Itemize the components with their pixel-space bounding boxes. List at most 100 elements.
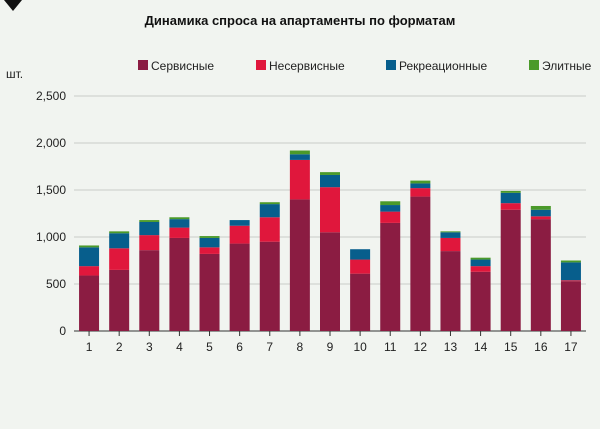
x-tick-label: 12: [414, 340, 428, 354]
bar-segment-Несервисные: [440, 237, 461, 252]
chart-bars: [79, 150, 581, 331]
bar-segment-Рекреационные: [500, 192, 521, 204]
bar-segment-Сервисные: [289, 199, 310, 331]
bar-segment-Элитные: [79, 245, 100, 248]
y-axis-ticks: 0 500 1,000 1,500 2,000 2,500: [36, 89, 66, 338]
bar-segment-Несервисные: [79, 266, 100, 276]
bar-segment-Сервисные: [169, 237, 190, 331]
bar-segment-Рекреационные: [199, 237, 220, 248]
legend-swatch: [256, 60, 266, 70]
x-tick-label: 14: [474, 340, 488, 354]
x-tick-label: 6: [236, 340, 243, 354]
bar-segment-Рекреационные: [470, 259, 491, 267]
bar-segment-Элитные: [560, 260, 581, 263]
bar-segment-Сервисные: [530, 219, 551, 331]
bar-segment-Несервисные: [470, 266, 491, 272]
x-tick-label: 15: [504, 340, 518, 354]
bar-segment-Элитные: [109, 231, 130, 234]
bar-segment-Несервисные: [139, 235, 160, 251]
y-tick-label: 2,500: [36, 89, 66, 103]
y-axis-unit-label: шт.: [6, 67, 23, 81]
bar-segment-Сервисные: [79, 275, 100, 331]
y-tick-label: 1,500: [36, 183, 66, 197]
legend-label: Элитные: [542, 59, 592, 73]
y-tick-label: 500: [46, 277, 66, 291]
bar-segment-Несервисные: [320, 187, 340, 233]
bar-segment-Элитные: [470, 257, 491, 260]
x-tick-label: 7: [266, 340, 273, 354]
bar-segment-Рекреационные: [410, 183, 431, 189]
bar-segment-Несервисные: [350, 259, 371, 274]
x-tick-label: 17: [564, 340, 578, 354]
bar-segment-Сервисные: [470, 271, 491, 331]
x-tick-label: 10: [353, 340, 367, 354]
bar-segment-Рекреационные: [109, 233, 130, 249]
bar-segment-Сервисные: [560, 281, 581, 331]
legend-swatch: [138, 60, 148, 70]
y-tick-label: 2,000: [36, 136, 66, 150]
bar-segment-Несервисные: [289, 159, 310, 200]
bar-segment-Рекреационные: [530, 209, 551, 217]
bar-segment-Рекреационные: [259, 204, 280, 218]
y-tick-label: 1,000: [36, 230, 66, 244]
corner-marker: [4, 0, 22, 11]
legend-swatch: [386, 60, 396, 70]
bar-segment-Рекреационные: [320, 174, 340, 188]
bar-segment-Несервисные: [109, 248, 130, 270]
x-tick-label: 1: [86, 340, 93, 354]
bar-segment-Элитные: [410, 180, 431, 184]
x-tick-label: 13: [444, 340, 458, 354]
bar-segment-Несервисные: [259, 217, 280, 242]
bar-segment-Несервисные: [199, 247, 220, 254]
bar-segment-Несервисные: [380, 211, 401, 223]
bar-segment-Элитные: [380, 201, 401, 206]
bar-segment-Рекреационные: [169, 219, 190, 228]
bar-segment-Элитные: [199, 236, 220, 238]
bar-segment-Сервисные: [320, 232, 340, 331]
bar-segment-Несервисные: [500, 203, 521, 210]
bar-segment-Рекреационные: [440, 232, 461, 238]
bar-segment-Элитные: [259, 202, 280, 205]
bar-segment-Элитные: [500, 190, 521, 193]
bar-segment-Рекреационные: [560, 262, 581, 281]
x-tick-label: 11: [384, 340, 397, 354]
y-tick-label: 0: [59, 324, 66, 338]
bar-segment-Рекреационные: [79, 247, 100, 267]
bar-segment-Сервисные: [229, 243, 250, 331]
bar-segment-Несервисные: [410, 188, 431, 197]
legend-label: Несервисные: [269, 59, 345, 73]
chart-legend: Сервисные Несервисные Рекреационные Элитные: [138, 59, 592, 73]
bar-segment-Несервисные: [530, 216, 551, 220]
bar-segment-Элитные: [169, 217, 190, 220]
x-tick-label: 8: [297, 340, 304, 354]
chart-title: Динамика спроса на апартаменты по формат…: [145, 13, 456, 28]
x-tick-label: 16: [534, 340, 548, 354]
bar-segment-Сервисные: [500, 209, 521, 331]
x-tick-label: 2: [116, 340, 123, 354]
bar-segment-Рекреационные: [229, 220, 250, 226]
bar-segment-Несервисные: [169, 227, 190, 238]
bar-segment-Сервисные: [139, 250, 160, 331]
bar-segment-Сервисные: [199, 253, 220, 331]
bar-segment-Сервисные: [109, 269, 130, 331]
legend-label: Рекреационные: [399, 59, 488, 73]
x-tick-label: 4: [176, 340, 183, 354]
legend-swatch: [529, 60, 539, 70]
bar-segment-Элитные: [320, 172, 340, 175]
bar-segment-Сервисные: [259, 241, 280, 331]
bar-segment-Рекреационные: [350, 249, 371, 260]
bar-segment-Рекреационные: [289, 154, 310, 160]
bar-segment-Элитные: [289, 150, 310, 155]
bar-segment-Сервисные: [440, 251, 461, 331]
bar-segment-Сервисные: [380, 222, 401, 331]
x-tick-label: 5: [206, 340, 213, 354]
x-tick-label: 3: [146, 340, 153, 354]
bar-segment-Несервисные: [229, 225, 250, 244]
bar-segment-Сервисные: [410, 196, 431, 331]
bar-segment-Элитные: [440, 231, 461, 233]
legend-label: Сервисные: [151, 59, 214, 73]
bar-segment-Несервисные: [560, 280, 581, 282]
bar-segment-Элитные: [139, 220, 160, 222]
bar-segment-Рекреационные: [380, 205, 401, 212]
